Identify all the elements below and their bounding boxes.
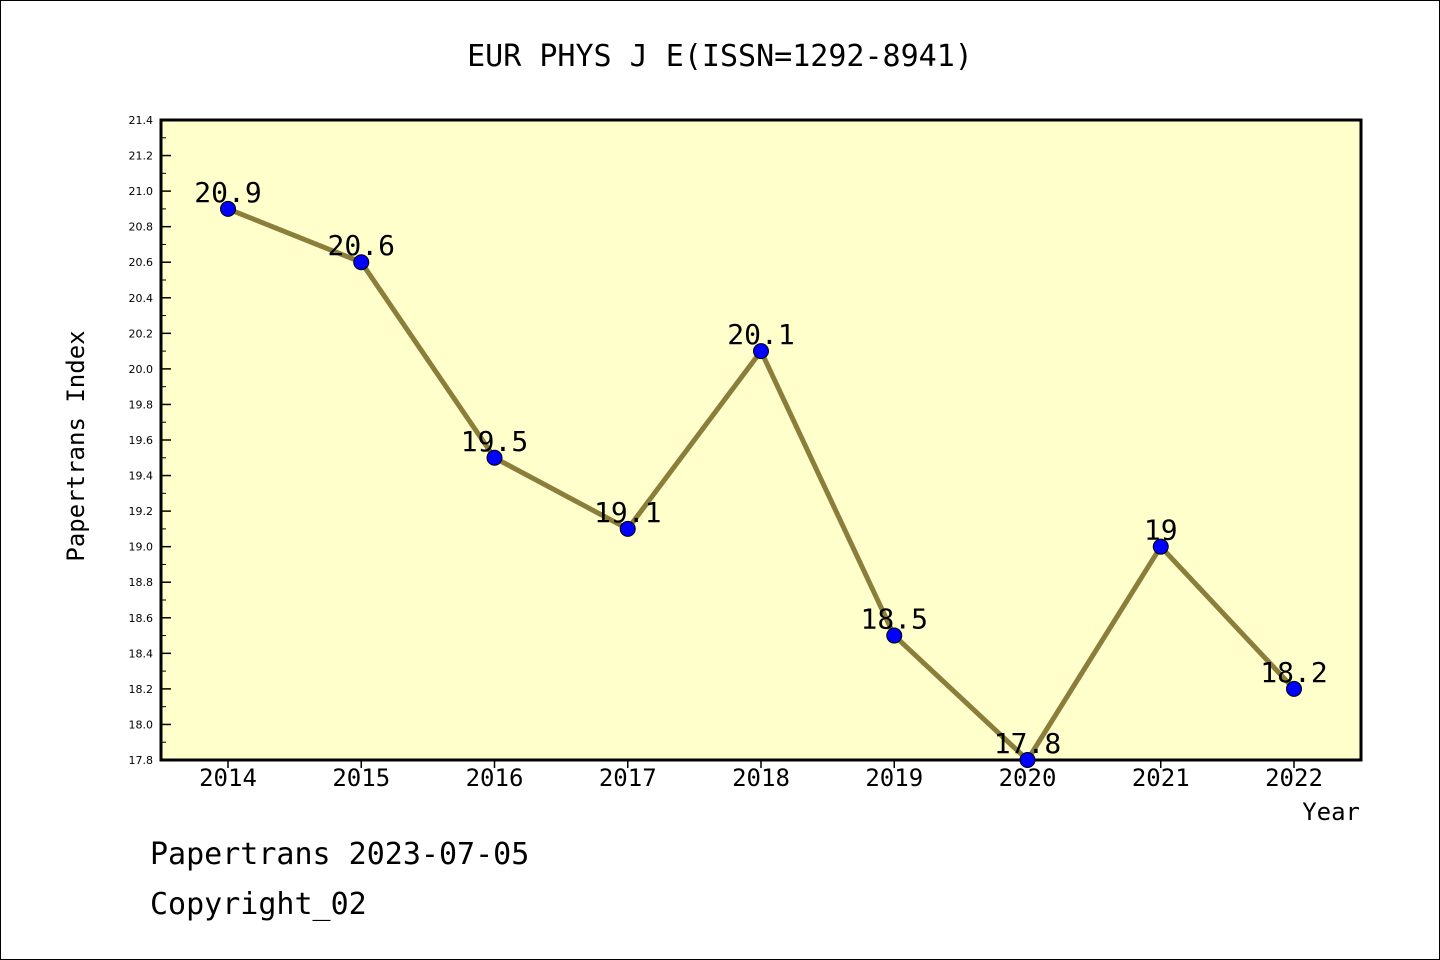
footer-copyright: Copyright_02 (150, 887, 367, 922)
y-tick-label: 18.4 (129, 647, 154, 660)
data-label: 18.2 (1260, 656, 1327, 689)
data-point (619, 520, 636, 537)
x-tick-label: 2015 (332, 764, 390, 792)
x-axis-label: Year (1302, 798, 1360, 826)
series-markers (220, 200, 1302, 768)
y-tick-label: 18.6 (129, 612, 154, 625)
x-tick-label: 2017 (599, 764, 657, 792)
data-point (1019, 752, 1036, 768)
footer-date-line: Papertrans 2023-07-05 (150, 837, 529, 872)
x-tick-label: 2020 (999, 764, 1057, 792)
data-point (353, 254, 370, 271)
data-label: 19 (1144, 514, 1178, 547)
data-point (486, 449, 503, 466)
y-axis-label: Papertrans Index (62, 330, 90, 561)
x-tick-label: 2014 (199, 764, 257, 792)
x-axis: 2014 2015 2016 2017 2018 2019 2020 2021 2022 (199, 760, 1323, 792)
y-tick-label: 20.4 (129, 292, 154, 305)
data-label: 18.5 (861, 603, 928, 636)
x-tick-label: 2019 (865, 764, 923, 792)
plot-area (159, 118, 1363, 762)
y-tick-label: 18.8 (129, 576, 154, 589)
y-tick-label: 19.8 (129, 398, 154, 411)
x-tick-label: 2016 (466, 764, 524, 792)
y-tick-label: 19.2 (129, 505, 154, 518)
y-tick-label: 20.6 (129, 256, 154, 269)
y-tick-label: 19.4 (129, 470, 154, 483)
data-labels: 20.9 20.6 19.5 19.1 20.1 18.5 17.8 19 18.2 (194, 176, 1327, 760)
y-tick-label: 18.0 (129, 718, 154, 731)
y-tick-label: 21.4 (129, 114, 154, 127)
data-label: 20.1 (727, 318, 794, 351)
x-tick-label: 2022 (1265, 764, 1323, 792)
data-label: 17.8 (994, 727, 1061, 760)
data-label: 19.1 (594, 496, 661, 529)
y-tick-label: 21.0 (129, 185, 154, 198)
x-tick-label: 2018 (732, 764, 790, 792)
y-axis: 17.8 18.0 18.2 18.4 18.6 18.8 19.0 19.2 19.4 19.6… (129, 114, 171, 767)
y-tick-label: 20.8 (129, 221, 154, 234)
data-point (220, 200, 236, 217)
x-tick-label: 2021 (1132, 764, 1190, 792)
chart-title: EUR PHYS J E(ISSN=1292-8941) (467, 39, 973, 74)
y-tick-label: 21.2 (129, 150, 154, 163)
data-point (1152, 538, 1169, 555)
data-point (753, 343, 769, 360)
y-tick-label: 20.0 (129, 363, 154, 376)
data-point (886, 627, 903, 644)
data-label: 20.6 (328, 229, 395, 262)
y-tick-label: 19.6 (129, 434, 154, 447)
y-tick-label: 17.8 (129, 754, 154, 767)
data-label: 19.5 (461, 425, 528, 458)
y-tick-label: 18.2 (129, 683, 154, 696)
data-label: 20.9 (194, 176, 261, 209)
y-tick-label: 19.0 (129, 541, 154, 554)
y-tick-label: 20.2 (129, 327, 154, 340)
data-point (1286, 680, 1302, 697)
